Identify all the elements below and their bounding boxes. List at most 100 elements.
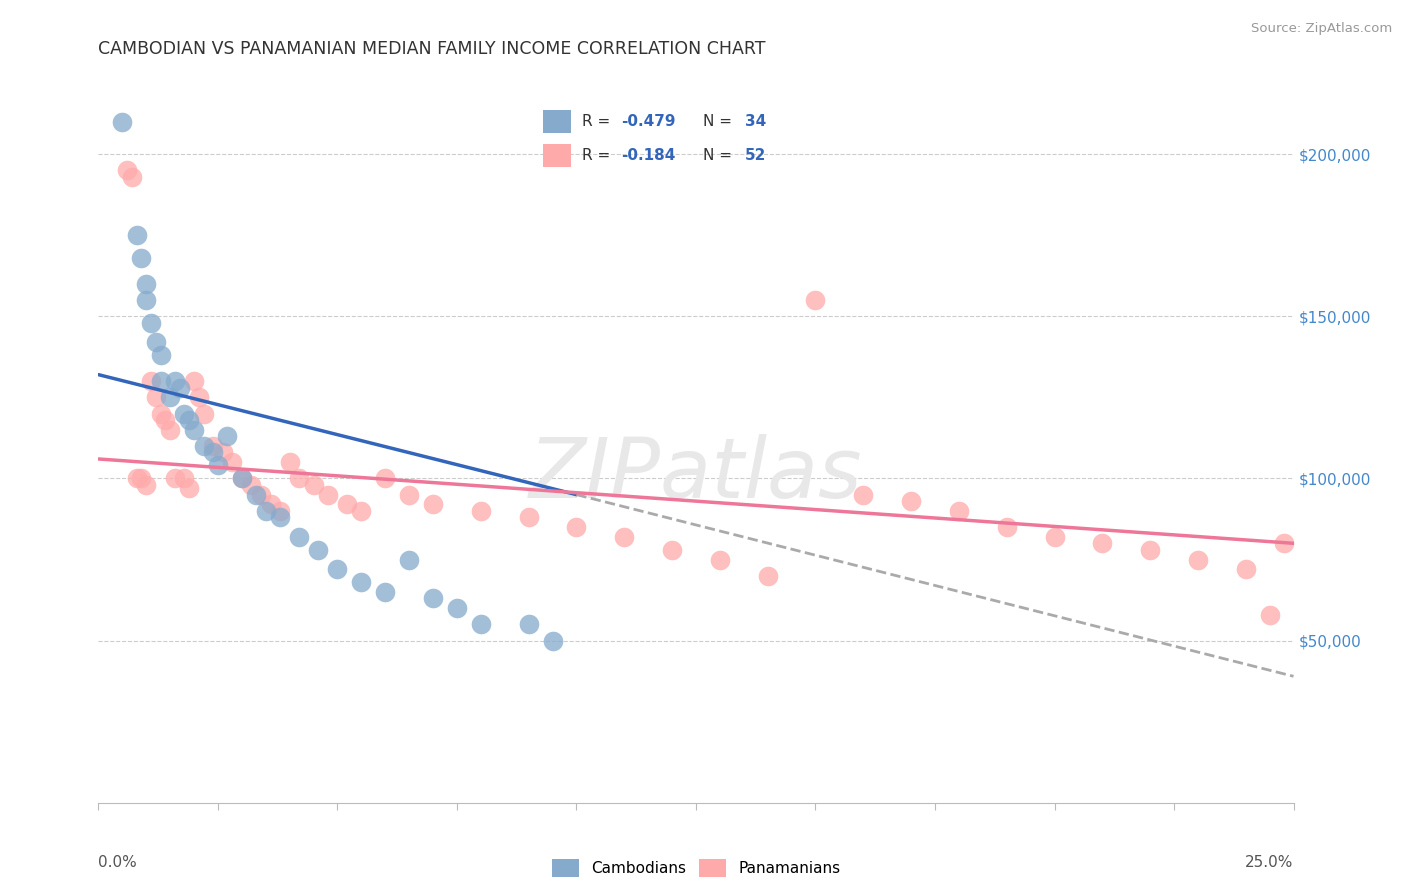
Point: [179, 481, 201, 495]
Point: [661, 542, 683, 557]
Point: [995, 520, 1018, 534]
Text: N =: N =: [703, 148, 737, 163]
Point: [756, 568, 779, 582]
Point: [193, 407, 215, 421]
Point: [135, 478, 157, 492]
Point: [852, 488, 875, 502]
Point: [1091, 536, 1114, 550]
Text: ZIPatlas: ZIPatlas: [529, 434, 863, 515]
Text: R =: R =: [582, 148, 616, 163]
Point: [155, 413, 177, 427]
Text: -0.184: -0.184: [621, 148, 676, 163]
Point: [231, 471, 253, 485]
Point: [709, 552, 731, 566]
Point: [131, 471, 153, 485]
Point: [131, 251, 153, 265]
Point: [1272, 536, 1295, 550]
Point: [193, 439, 215, 453]
Point: [183, 423, 205, 437]
Point: [149, 407, 172, 421]
Point: [240, 478, 263, 492]
Point: [470, 617, 492, 632]
Text: Source: ZipAtlas.com: Source: ZipAtlas.com: [1251, 22, 1392, 36]
Text: N =: N =: [703, 114, 737, 129]
Point: [517, 617, 540, 632]
Point: [307, 542, 329, 557]
Point: [163, 471, 186, 485]
Point: [1187, 552, 1209, 566]
Point: [163, 374, 186, 388]
Point: [254, 504, 277, 518]
Point: [316, 488, 339, 502]
Point: [517, 510, 540, 524]
Point: [1234, 562, 1257, 576]
Point: [173, 471, 195, 485]
Point: [115, 163, 138, 178]
Point: [145, 390, 167, 404]
FancyBboxPatch shape: [543, 111, 571, 133]
Point: [217, 429, 239, 443]
Point: [422, 591, 444, 606]
Point: [139, 374, 162, 388]
Point: [145, 335, 167, 350]
Point: [139, 316, 162, 330]
Point: [470, 504, 492, 518]
Legend: Cambodians, Panamanians: Cambodians, Panamanians: [551, 859, 841, 877]
Point: [288, 471, 311, 485]
Point: [374, 585, 396, 599]
Point: [374, 471, 396, 485]
Text: 52: 52: [745, 148, 766, 163]
Point: [269, 510, 291, 524]
Point: [179, 413, 201, 427]
Point: [1043, 530, 1066, 544]
Point: [1258, 607, 1281, 622]
Text: 34: 34: [745, 114, 766, 129]
Point: [135, 293, 157, 307]
Point: [183, 374, 205, 388]
Point: [302, 478, 325, 492]
Point: [613, 530, 636, 544]
Point: [398, 552, 420, 566]
Point: [125, 228, 148, 243]
Point: [900, 494, 922, 508]
FancyBboxPatch shape: [543, 145, 571, 167]
Point: [541, 633, 564, 648]
Point: [187, 390, 209, 404]
Point: [326, 562, 349, 576]
Point: [269, 504, 291, 518]
Text: CAMBODIAN VS PANAMANIAN MEDIAN FAMILY INCOME CORRELATION CHART: CAMBODIAN VS PANAMANIAN MEDIAN FAMILY IN…: [98, 40, 766, 58]
Point: [221, 455, 243, 469]
Point: [250, 488, 273, 502]
Point: [202, 439, 225, 453]
Point: [159, 390, 181, 404]
Point: [135, 277, 157, 291]
Point: [125, 471, 148, 485]
Point: [173, 407, 195, 421]
Point: [350, 504, 373, 518]
Point: [111, 114, 134, 128]
Point: [149, 348, 172, 362]
Point: [169, 381, 191, 395]
Point: [948, 504, 970, 518]
Point: [149, 374, 172, 388]
Text: 25.0%: 25.0%: [1246, 855, 1294, 870]
Point: [398, 488, 420, 502]
Point: [350, 575, 373, 590]
Point: [565, 520, 588, 534]
Point: [804, 293, 827, 307]
Text: R =: R =: [582, 114, 616, 129]
Point: [245, 488, 267, 502]
Text: 0.0%: 0.0%: [98, 855, 138, 870]
Text: -0.479: -0.479: [621, 114, 676, 129]
Point: [278, 455, 301, 469]
Point: [211, 445, 233, 459]
Point: [259, 497, 281, 511]
Point: [207, 458, 229, 473]
Point: [1139, 542, 1161, 557]
Point: [422, 497, 444, 511]
Point: [336, 497, 359, 511]
Point: [446, 601, 468, 615]
Point: [159, 423, 181, 437]
Point: [202, 445, 225, 459]
Point: [231, 471, 253, 485]
